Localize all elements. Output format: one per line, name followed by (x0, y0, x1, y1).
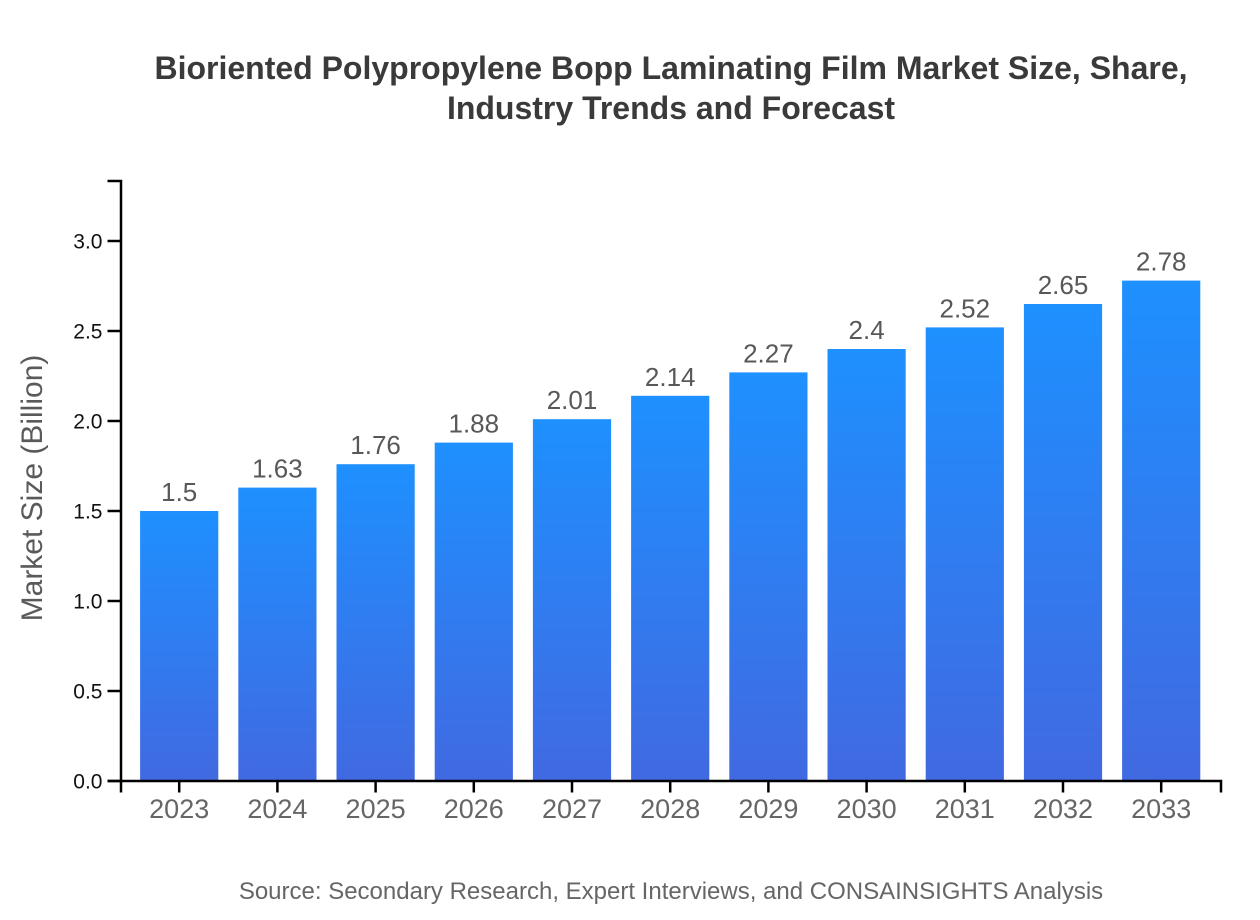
svg-text:2032: 2032 (1033, 794, 1093, 824)
svg-text:2033: 2033 (1131, 794, 1191, 824)
svg-text:2.5: 2.5 (73, 321, 102, 344)
svg-text:2023: 2023 (149, 794, 209, 824)
svg-text:2.4: 2.4 (849, 315, 885, 345)
svg-text:2.14: 2.14 (645, 362, 696, 392)
svg-text:Source: Secondary Research, Ex: Source: Secondary Research, Expert Inter… (239, 878, 1103, 905)
svg-text:1.63: 1.63 (252, 454, 303, 484)
svg-text:2.01: 2.01 (547, 385, 598, 415)
svg-text:2028: 2028 (640, 794, 700, 824)
svg-text:2.0: 2.0 (73, 411, 102, 434)
svg-text:1.5: 1.5 (73, 501, 102, 524)
svg-text:2030: 2030 (837, 794, 897, 824)
svg-text:3.0: 3.0 (73, 231, 102, 254)
svg-text:2025: 2025 (346, 794, 406, 824)
svg-text:2027: 2027 (542, 794, 602, 824)
svg-text:Market Size (Billion): Market Size (Billion) (16, 355, 49, 622)
svg-text:1.76: 1.76 (350, 430, 401, 460)
svg-text:2.78: 2.78 (1136, 247, 1187, 277)
svg-text:1.0: 1.0 (73, 591, 102, 614)
svg-text:Bioriented Polypropylene Bopp: Bioriented Polypropylene Bopp Laminating… (154, 50, 1187, 86)
svg-text:2.65: 2.65 (1038, 270, 1089, 300)
svg-text:2.27: 2.27 (743, 338, 794, 368)
svg-text:2031: 2031 (935, 794, 995, 824)
svg-text:0.0: 0.0 (73, 771, 102, 794)
svg-text:Industry Trends and Forecast: Industry Trends and Forecast (447, 90, 895, 126)
svg-text:2026: 2026 (444, 794, 504, 824)
svg-text:2029: 2029 (738, 794, 798, 824)
svg-text:1.88: 1.88 (448, 409, 499, 439)
svg-text:0.5: 0.5 (73, 681, 102, 704)
svg-text:2.52: 2.52 (939, 293, 990, 323)
svg-text:2024: 2024 (247, 794, 307, 824)
svg-text:1.5: 1.5 (161, 477, 197, 507)
